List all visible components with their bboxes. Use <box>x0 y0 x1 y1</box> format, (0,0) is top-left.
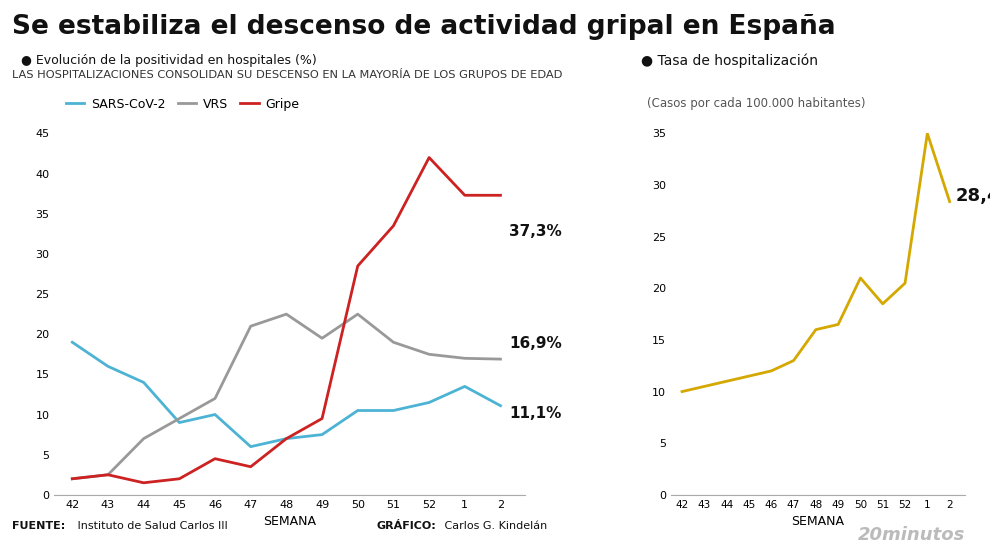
Text: 37,3%: 37,3% <box>510 224 562 239</box>
Text: (Casos por cada 100.000 habitantes): (Casos por cada 100.000 habitantes) <box>647 97 866 110</box>
X-axis label: SEMANA: SEMANA <box>263 515 317 528</box>
Text: GRÁFICO:: GRÁFICO: <box>376 521 436 531</box>
Text: Se estabiliza el descenso de actividad gripal en España: Se estabiliza el descenso de actividad g… <box>12 14 836 40</box>
Text: 11,1%: 11,1% <box>510 406 561 421</box>
Text: 28,4: 28,4 <box>955 187 990 205</box>
Text: FUENTE:: FUENTE: <box>12 521 65 531</box>
Text: LAS HOSPITALIZACIONES CONSOLIDAN SU DESCENSO EN LA MAYORÍA DE LOS GRUPOS DE EDAD: LAS HOSPITALIZACIONES CONSOLIDAN SU DESC… <box>12 70 562 80</box>
Text: 16,9%: 16,9% <box>510 336 562 350</box>
Text: 20minutos: 20minutos <box>858 526 965 544</box>
Legend: SARS-CoV-2, VRS, Gripe: SARS-CoV-2, VRS, Gripe <box>60 93 305 116</box>
Text: Instituto de Salud Carlos III: Instituto de Salud Carlos III <box>74 521 228 531</box>
Text: ● Tasa de hospitalización: ● Tasa de hospitalización <box>642 54 819 68</box>
Text: ● Evolución de la positividad en hospitales (%): ● Evolución de la positividad en hospita… <box>22 54 317 67</box>
X-axis label: SEMANA: SEMANA <box>792 515 844 528</box>
Text: Carlos G. Kindelán: Carlos G. Kindelán <box>441 521 546 531</box>
